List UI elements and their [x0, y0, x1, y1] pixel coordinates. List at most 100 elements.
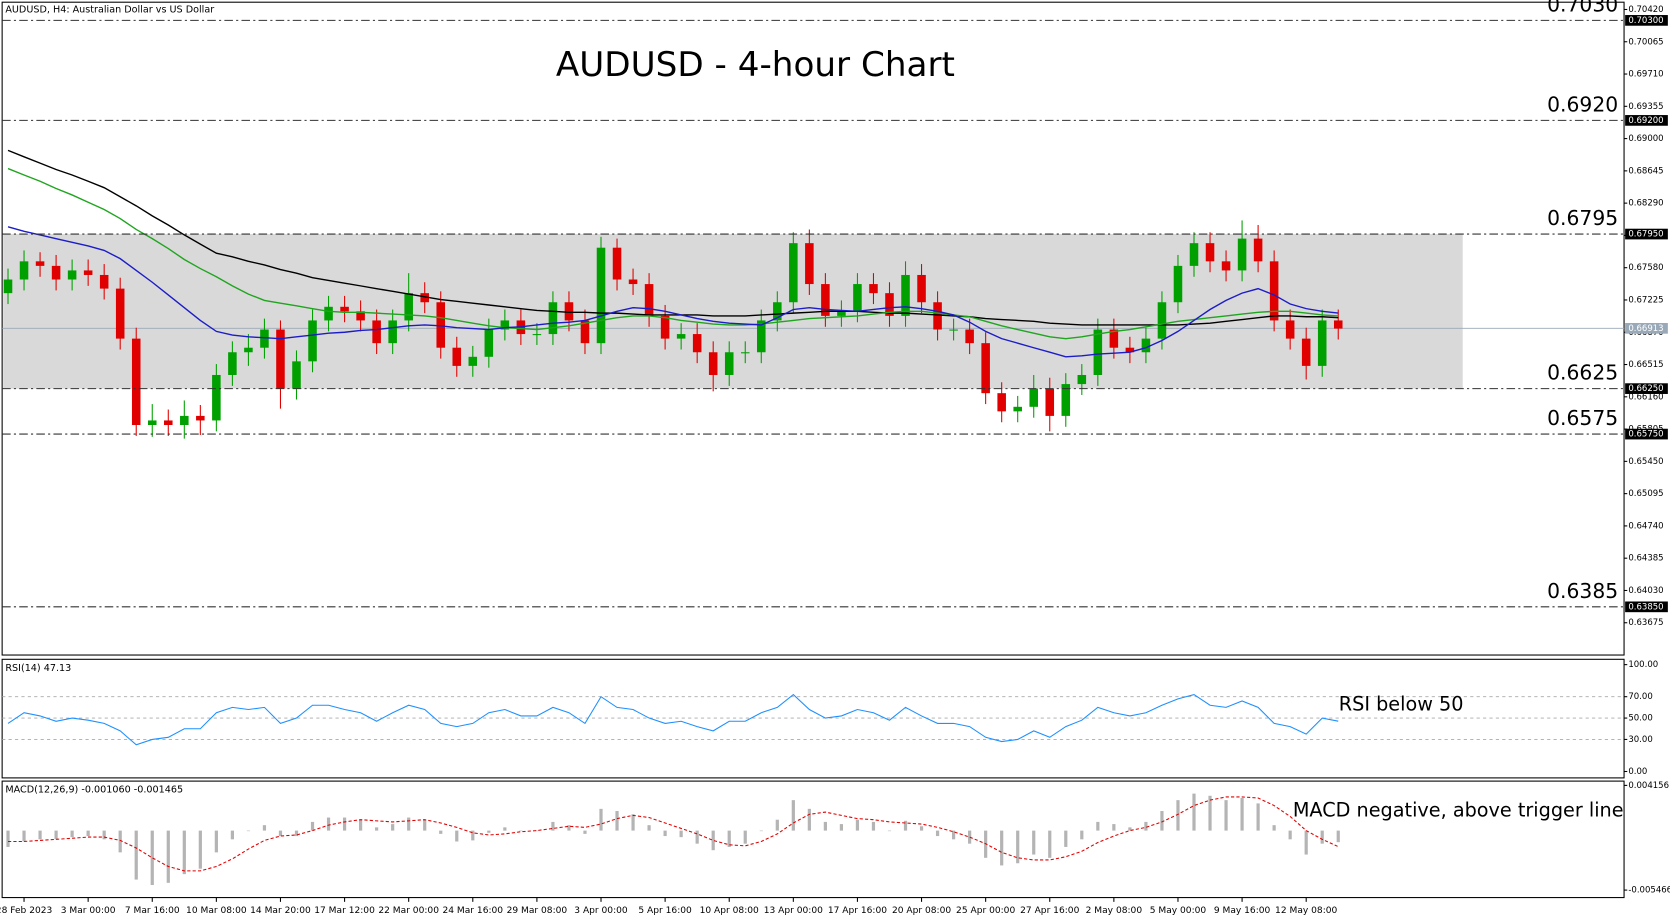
candle-body	[1237, 238, 1247, 271]
annotation: RSI below 50	[1339, 693, 1464, 716]
y-tick-label: 0.69000	[1628, 134, 1663, 144]
macd-bar	[1016, 830, 1020, 864]
candle-body	[244, 347, 253, 353]
x-tick-label: 12 May 08:00	[1275, 906, 1337, 916]
macd-bar	[1064, 830, 1068, 847]
candle-body	[452, 347, 462, 366]
candle-body	[147, 420, 157, 425]
level-label: 0.7030	[1547, 0, 1618, 16]
candle-body	[692, 334, 702, 353]
candle-body	[1125, 347, 1135, 353]
macd-bar	[182, 830, 186, 875]
candle-body	[1109, 329, 1119, 348]
candle-body	[404, 293, 413, 321]
candle-body	[19, 261, 29, 280]
candle-body	[805, 243, 814, 285]
level-axis-label: 0.66250	[1628, 384, 1663, 394]
macd-bar	[1336, 830, 1340, 843]
macd-bar	[198, 830, 202, 869]
candle-body	[997, 393, 1006, 412]
candle-body	[51, 265, 61, 280]
candle-body	[981, 343, 990, 394]
candle-body	[3, 279, 13, 294]
panel-label: RSI(14) 47.13	[5, 663, 71, 674]
macd-bar	[326, 817, 331, 831]
candle-body	[196, 415, 205, 421]
macd-bar	[935, 830, 940, 837]
macd-bar	[1320, 830, 1324, 844]
macd-bar	[294, 830, 299, 837]
header: AUDUSD, H4: Australian Dollar vs US Doll…	[5, 5, 214, 16]
macd-bar	[1272, 825, 1276, 831]
x-tick-label: 9 May 16:00	[1214, 906, 1271, 916]
macd-bar	[759, 830, 763, 832]
x-tick-label: 7 Mar 16:00	[125, 906, 180, 916]
candle-body	[1141, 338, 1151, 353]
y-tick-label: 0.00	[1628, 767, 1647, 777]
candle-body	[1029, 388, 1039, 407]
candle-body	[308, 320, 317, 362]
y-tick-label: 100.00	[1628, 660, 1658, 670]
candle-body	[1269, 261, 1279, 321]
candle-body	[1061, 384, 1071, 416]
candle-body	[420, 293, 429, 303]
level-axis-box	[1625, 228, 1668, 240]
candle-body	[500, 320, 510, 330]
macd-bar	[968, 830, 972, 844]
chart-title: AUDUSD - 4-hour Chart	[556, 45, 955, 85]
macd-bar	[903, 820, 908, 831]
y-tick-label: 0.63675	[1628, 618, 1663, 628]
indicator-line	[7, 149, 1339, 326]
y-tick-label: 0.66515	[1628, 360, 1663, 370]
candle-body	[564, 302, 574, 321]
candle-body	[580, 320, 590, 344]
x-tick-label: 17 Mar 12:00	[314, 906, 375, 916]
macd-bar	[535, 830, 539, 832]
y-tick-label: 0.64740	[1628, 521, 1663, 531]
macd-bar	[919, 826, 924, 831]
macd-bar	[871, 821, 876, 831]
y-tick-label: 0.65450	[1628, 457, 1663, 467]
candle-body	[773, 302, 782, 321]
macd-bar	[1208, 795, 1212, 831]
candle-body	[212, 374, 221, 421]
macd-bar	[775, 819, 779, 831]
x-tick-label: 24 Mar 16:00	[442, 906, 503, 916]
candle-body	[821, 284, 830, 316]
macd-bar	[1000, 830, 1004, 866]
macd-bar	[359, 819, 363, 831]
x-tick-label: 17 Apr 16:00	[828, 906, 887, 916]
indicator-line	[7, 693, 1339, 746]
candle-body	[115, 288, 125, 339]
current-price-box	[1625, 322, 1668, 334]
macd-bar	[471, 830, 475, 841]
macd-bar	[407, 817, 411, 831]
candle-body	[484, 329, 494, 357]
x-tick-label: 5 Apr 16:00	[638, 906, 692, 916]
macd-bar	[439, 830, 443, 834]
candle-body	[548, 302, 558, 335]
candle-body	[292, 361, 301, 389]
macd-bar	[230, 830, 234, 840]
level-axis-box	[1625, 383, 1668, 394]
candle-body	[356, 311, 365, 321]
level-axis-label: 0.69200	[1628, 116, 1663, 126]
y-tick-label: 0.70065	[1628, 37, 1663, 47]
candle-body	[1189, 243, 1199, 266]
macd-bar	[1304, 830, 1308, 855]
candle-body	[628, 279, 638, 285]
macd-bar	[86, 830, 90, 837]
y-tick-label: 30.00	[1628, 735, 1652, 745]
macd-bar	[6, 830, 10, 847]
candle-body	[532, 334, 542, 336]
macd-bar	[1176, 800, 1180, 831]
candle-body	[660, 315, 670, 339]
indicator-line	[8, 796, 1339, 872]
level-label: 0.6625	[1547, 361, 1618, 385]
candle-body	[1285, 320, 1295, 339]
macd-bar	[1144, 821, 1148, 831]
macd-bar	[214, 830, 218, 853]
candle-body	[1333, 320, 1343, 329]
macd-bar	[22, 830, 26, 842]
macd-bar	[599, 808, 603, 831]
